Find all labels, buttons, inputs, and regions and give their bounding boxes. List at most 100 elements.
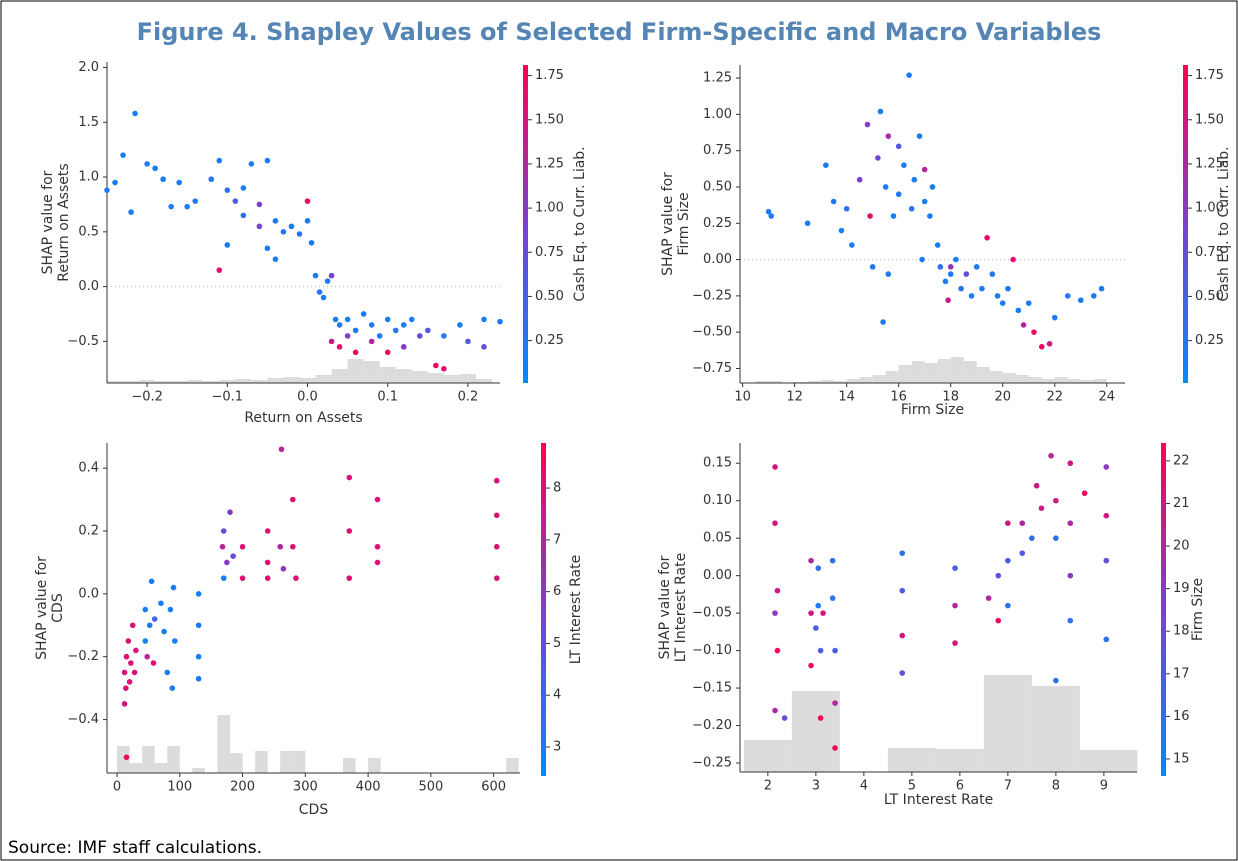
point [219,543,226,550]
histogram-bar [267,378,284,383]
point [995,617,1002,624]
point [984,234,990,241]
point [927,213,933,219]
y-tick-label: 1.5 [78,115,99,130]
point [781,715,788,721]
x-tick-label: 10 [734,390,751,405]
histogram-bar [171,381,188,383]
point [832,647,838,654]
point [937,264,944,270]
figure-title: Figure 4. Shapley Values of Selected Fir… [137,18,1102,46]
y-tick-label: −0.05 [692,606,732,621]
x-axis-label: Firm Size [901,402,964,418]
x-axis-label: CDS [299,802,329,818]
point [885,133,892,139]
point [400,322,407,328]
point [985,595,992,601]
y-tick-label: 1.00 [703,107,732,122]
y-tick-label: 0.2 [78,524,99,539]
point [1067,572,1074,579]
point [352,327,359,334]
colorbar-tick-label: 0.50 [535,289,564,304]
point [838,227,845,234]
point [929,184,936,190]
y-tick-label: 1.0 [78,170,99,185]
histogram-bar [963,361,977,383]
y-tick-label: −0.75 [692,361,732,376]
point [104,187,110,193]
point [890,213,897,219]
x-tick-label: 600 [481,780,506,795]
point [142,606,149,613]
point [995,572,1002,579]
point [765,208,772,215]
x-tick-label: 3 [812,779,820,794]
point [1019,520,1026,526]
point [1090,293,1097,299]
x-tick-label: −0.2 [131,390,163,405]
point [869,264,876,270]
point [336,322,343,328]
histogram-bar [315,375,332,383]
point [899,670,906,676]
point [880,319,886,325]
point [1038,343,1045,350]
point [830,198,837,205]
point [901,162,907,168]
histogram-bar [846,379,860,383]
histogram-bar [251,380,268,383]
point [772,464,778,470]
point [1081,490,1088,497]
y-tick-label: −0.25 [692,756,732,771]
point [123,754,130,761]
y-tick-label: 0.75 [703,143,732,158]
colorbar-tick-label: 1.50 [535,112,564,127]
point [304,218,311,224]
colorbar-tick-label: 7 [553,532,561,547]
x-tick-label: 2 [764,779,772,794]
point [384,349,391,356]
histogram-bar [331,369,348,383]
point [947,264,954,270]
point [324,278,331,284]
point [952,565,958,571]
histogram-bar [255,751,268,773]
point [133,647,139,654]
point [216,267,223,273]
colorbar-tick-label: 15 [1173,751,1190,766]
point [899,632,906,639]
histogram-bar [292,751,306,773]
point [808,662,814,669]
point [1077,297,1084,304]
y-tick-label: 0.25 [703,216,732,231]
point [916,133,923,139]
point [220,575,227,581]
point [820,610,826,616]
point [142,638,149,644]
point [1005,557,1011,564]
point [328,338,335,345]
point [272,218,279,224]
point [289,496,296,503]
point [240,212,247,219]
colorbar-tick-label: 1.25 [535,156,564,171]
point [344,316,351,323]
histogram-bar [887,748,936,772]
point [877,108,884,115]
point [376,333,383,339]
point [425,327,431,334]
histogram-bar [107,381,124,383]
point [457,322,463,328]
point [368,338,375,345]
point [493,512,500,519]
point [239,543,246,550]
point [493,575,500,581]
point [947,271,954,277]
histogram-bar [299,378,316,383]
x-tick-label: 300 [293,780,318,795]
colorbar-tick-label: 1.00 [535,201,564,216]
histogram-bar [1031,686,1080,772]
histogram-bar [459,374,476,383]
point [123,653,130,660]
point [272,256,279,263]
